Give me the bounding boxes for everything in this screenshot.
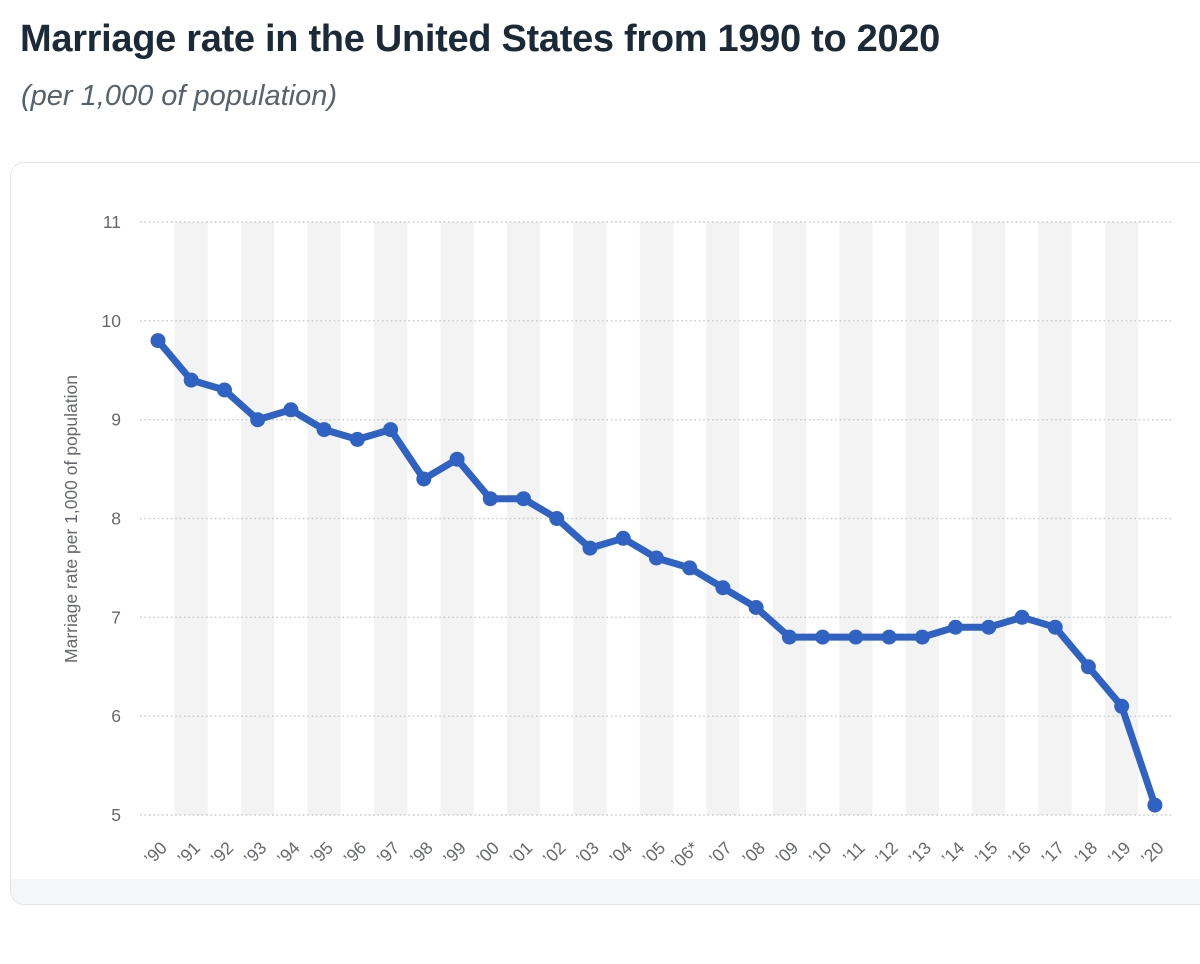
data-point[interactable] <box>283 402 299 418</box>
y-tick-label: 9 <box>111 410 121 430</box>
y-tick-label: 10 <box>102 311 122 331</box>
data-point[interactable] <box>748 600 764 615</box>
x-tick-label: ’91 <box>173 838 204 869</box>
y-axis-title: Marriage rate per 1,000 of population <box>61 375 81 663</box>
x-tick-label: ’07 <box>705 838 736 869</box>
x-tick-label: ’12 <box>871 838 902 869</box>
x-tick-label: ’16 <box>1004 838 1035 869</box>
data-point[interactable] <box>881 629 897 645</box>
x-tick-label: ’97 <box>373 838 404 869</box>
x-tick-label: ’05 <box>639 838 670 869</box>
x-tick-label: ’98 <box>406 838 437 869</box>
y-tick-label: 7 <box>111 607 121 627</box>
x-tick-label: ’14 <box>938 838 969 869</box>
y-tick-label: 5 <box>111 805 121 825</box>
x-tick-label: ’04 <box>605 838 636 869</box>
x-tick-label: ’96 <box>340 838 371 869</box>
data-point[interactable] <box>948 619 963 635</box>
x-tick-label: ’95 <box>306 838 337 869</box>
data-point[interactable] <box>1014 609 1030 625</box>
x-tick-label: ’03 <box>572 838 603 869</box>
data-point[interactable] <box>981 619 997 635</box>
x-tick-label: ’90 <box>140 838 171 869</box>
chart-subtitle: (per 1,000 of population) <box>21 80 337 112</box>
data-point[interactable] <box>183 372 199 388</box>
card-footer-strip <box>11 879 1200 904</box>
data-point[interactable] <box>781 629 797 645</box>
plot-band <box>972 222 1006 815</box>
data-point[interactable] <box>1114 698 1130 714</box>
x-tick-label: ’01 <box>506 838 537 869</box>
x-tick-label: ’09 <box>772 838 803 869</box>
x-tick-label: ’94 <box>273 838 304 869</box>
data-point[interactable] <box>682 560 698 576</box>
x-tick-label: ’99 <box>439 838 470 869</box>
data-point[interactable] <box>815 629 831 645</box>
plot-band <box>706 222 740 815</box>
data-point[interactable] <box>914 629 930 645</box>
x-tick-label: ’15 <box>971 838 1002 869</box>
data-point[interactable] <box>516 491 531 507</box>
y-tick-label: 8 <box>111 509 121 529</box>
x-tick-label: ’00 <box>472 838 503 869</box>
data-point[interactable] <box>1047 619 1063 635</box>
data-point[interactable] <box>615 530 631 546</box>
data-point[interactable] <box>316 422 332 438</box>
y-tick-label: 6 <box>111 706 121 726</box>
data-point[interactable] <box>715 580 731 596</box>
data-point[interactable] <box>848 629 864 645</box>
x-tick-label: ’02 <box>539 838 570 869</box>
data-point[interactable] <box>150 333 166 349</box>
data-point[interactable] <box>449 451 465 467</box>
data-point[interactable] <box>1147 797 1163 813</box>
data-point[interactable] <box>349 431 365 447</box>
data-point[interactable] <box>1080 659 1096 675</box>
x-tick-label: ’92 <box>207 838 238 869</box>
data-point[interactable] <box>648 550 664 566</box>
data-point[interactable] <box>416 471 432 487</box>
data-point[interactable] <box>549 511 565 526</box>
x-tick-label: ’93 <box>240 838 271 869</box>
data-point[interactable] <box>482 491 498 507</box>
x-tick-label: ’20 <box>1137 838 1168 869</box>
x-tick-label: ’17 <box>1037 838 1068 869</box>
x-tick-label: ’18 <box>1071 838 1102 869</box>
chart-title: Marriage rate in the United States from … <box>20 18 940 60</box>
y-tick-label: 11 <box>103 212 121 232</box>
data-point[interactable] <box>582 540 598 556</box>
x-tick-label: ’13 <box>904 838 935 869</box>
x-tick-label: ’19 <box>1104 838 1135 869</box>
data-point[interactable] <box>383 422 399 438</box>
data-point[interactable] <box>217 382 232 398</box>
x-tick-label: ’10 <box>805 838 836 869</box>
x-tick-label: ’06* <box>667 838 703 874</box>
x-tick-label: ’11 <box>839 838 869 868</box>
plot-band <box>374 222 408 815</box>
x-tick-label: ’08 <box>738 838 769 869</box>
data-point[interactable] <box>250 412 266 428</box>
